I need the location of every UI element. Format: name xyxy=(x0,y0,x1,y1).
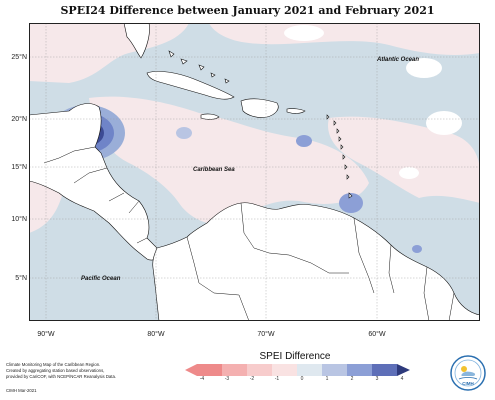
legend-tick: 2 xyxy=(350,376,354,382)
lon-tick-90: 90°W xyxy=(37,331,55,338)
lat-tick-5: 5°N xyxy=(15,275,27,282)
legend-bin-5 xyxy=(297,364,322,376)
lon-tick-80: 80°W xyxy=(147,331,165,338)
cuba xyxy=(146,71,235,100)
legend-tick: -3 xyxy=(224,376,230,382)
legend-arrow-low xyxy=(185,364,197,376)
legend-bin-2 xyxy=(222,364,247,376)
legend-colorbar xyxy=(185,364,410,376)
lon-tick-70: 70°W xyxy=(257,331,275,338)
legend-tick: -1 xyxy=(274,376,280,382)
jamaica xyxy=(200,113,220,120)
legend-tick: -4 xyxy=(199,376,205,382)
florida xyxy=(123,23,150,59)
spei-map: Atlantic Ocean Caribbean Sea Pacific Oce… xyxy=(29,23,480,321)
map-border xyxy=(29,23,480,321)
legend-title: SPEI Difference xyxy=(259,351,331,362)
legend-tick: 1 xyxy=(325,376,329,382)
footnote-line-2: Created by aggregating station based obs… xyxy=(6,368,105,373)
caribbean-sea-label: Caribbean Sea xyxy=(193,167,235,173)
map-panel: Atlantic Ocean Caribbean Sea Pacific Oce… xyxy=(29,23,480,321)
legend-tick: 3 xyxy=(375,376,379,382)
country-borders xyxy=(43,146,455,321)
lat-tick-15: 15°N xyxy=(11,164,27,171)
lat-tick-20: 20°N xyxy=(11,116,27,123)
legend-tick: 4 xyxy=(400,376,404,382)
graticule xyxy=(29,23,480,321)
lon-tick-60: 60°W xyxy=(368,331,386,338)
lat-tick-25: 25°N xyxy=(11,54,27,61)
footnote-line-3: provided by CariCOF, with NCEP/NCAR Rean… xyxy=(6,374,117,379)
lesser-antilles xyxy=(326,114,353,199)
legend-ticks: -4 -3 -2 -1 0 1 2 3 4 xyxy=(190,376,410,384)
legend-tick: 0 xyxy=(300,376,304,382)
bahamas xyxy=(168,50,230,84)
legend-bin-3 xyxy=(247,364,272,376)
footnote-credit: CIMH Mar-2021 xyxy=(6,388,37,393)
footnote: Climate Monitoring Map of the Caribbean … xyxy=(6,362,166,394)
legend-bin-7 xyxy=(347,364,372,376)
atlantic-ocean-label: Atlantic Ocean xyxy=(376,57,419,63)
hispaniola xyxy=(240,98,279,118)
puerto-rico xyxy=(286,108,306,114)
legend-tick: -2 xyxy=(249,376,255,382)
central-america xyxy=(29,103,159,261)
cimh-logo-icon: CIMH xyxy=(450,355,486,391)
map-title: SPEI24 Difference between January 2021 a… xyxy=(60,4,435,17)
legend-bin-1 xyxy=(197,364,222,376)
legend-bin-8 xyxy=(372,364,397,376)
neutral-areas xyxy=(284,25,462,179)
logo-text: CIMH xyxy=(462,381,474,386)
pacific-ocean-label: Pacific Ocean xyxy=(81,276,121,282)
legend-arrow-high xyxy=(397,364,410,376)
lat-tick-10: 10°N xyxy=(11,216,27,223)
footnote-line-1: Climate Monitoring Map of the Caribbean … xyxy=(6,362,101,367)
land-masses xyxy=(29,23,480,321)
legend-bin-6 xyxy=(322,364,347,376)
legend-bin-4 xyxy=(272,364,297,376)
